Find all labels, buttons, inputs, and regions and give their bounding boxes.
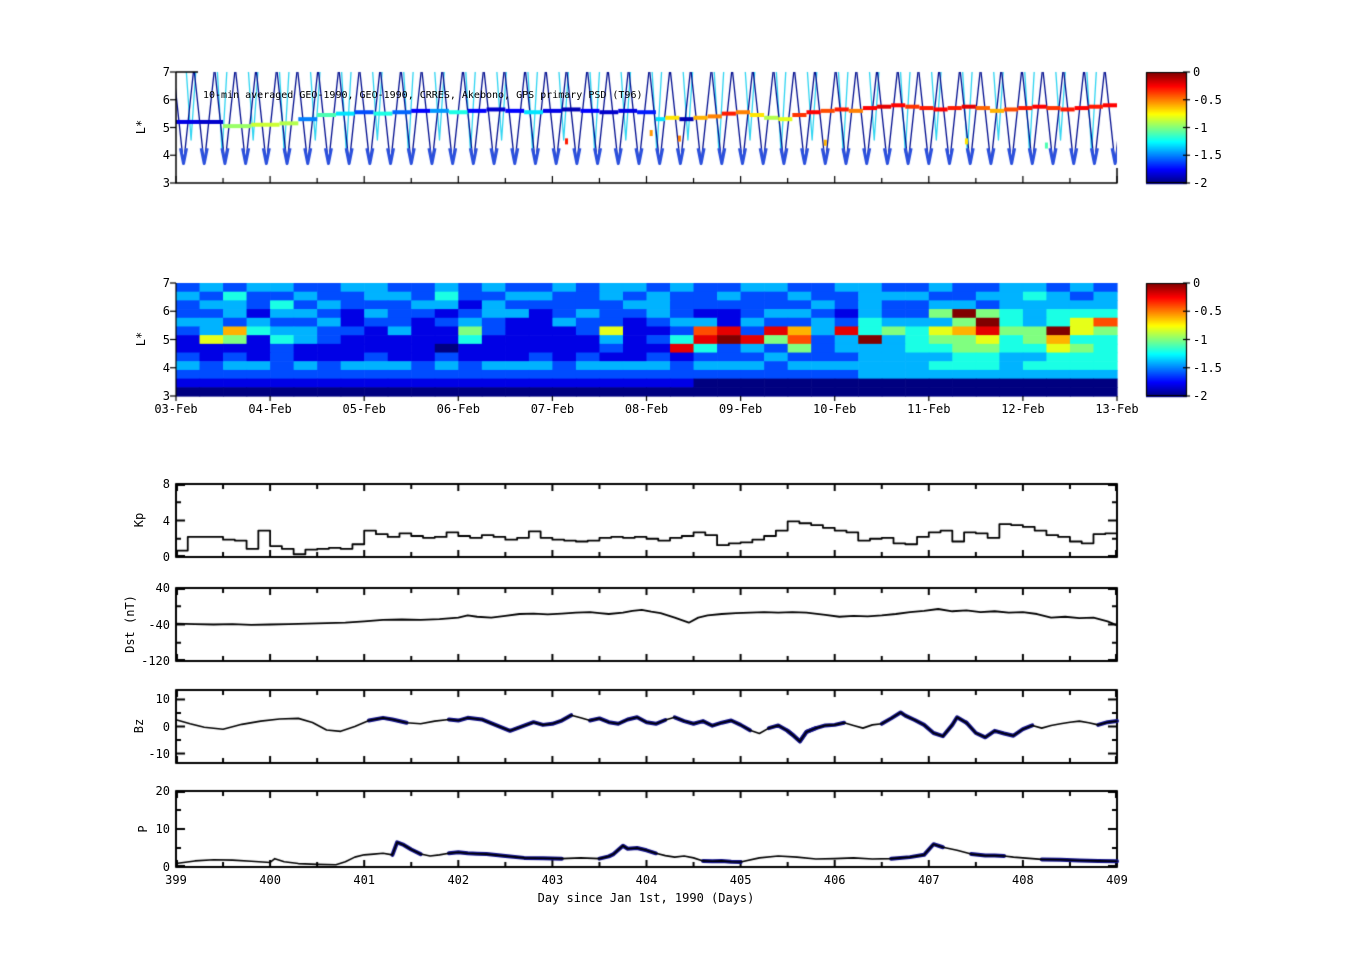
date-tick-label: 10-Feb	[813, 402, 857, 416]
date-tick-label: 03-Feb	[154, 402, 198, 416]
colorbar-tick-label: -2	[1193, 389, 1208, 403]
y-tick-label: 3	[162, 389, 170, 403]
x-tick-label: 407	[917, 873, 940, 887]
x-tick-label: 403	[541, 873, 564, 887]
y-tick-label: -120	[141, 654, 170, 668]
colorbar-tick-label: 0	[1193, 276, 1201, 290]
x-tick-label: 406	[823, 873, 846, 887]
y-tick-label: 40	[155, 581, 170, 595]
y-tick-label: 7	[162, 276, 170, 290]
date-tick-label: 12-Feb	[1001, 402, 1045, 416]
colorbar-tick-label: -1	[1193, 332, 1208, 347]
date-tick-label: 07-Feb	[530, 402, 575, 416]
y-tick-label: 6	[162, 92, 170, 107]
date-tick-label: 05-Feb	[342, 402, 386, 416]
y-tick-label: -40	[148, 617, 170, 632]
y-tick-label: 20	[155, 784, 170, 798]
y-tick-label: 7	[162, 65, 170, 79]
y-tick-label: 10	[155, 692, 170, 707]
date-tick-label: 06-Feb	[436, 402, 480, 416]
y-tick-label: 5	[162, 332, 170, 347]
x-tick-label: 408	[1012, 873, 1034, 887]
colorbar-tick-label: -0.5	[1193, 304, 1222, 319]
colorbar-tick-label: -0.5	[1193, 92, 1222, 107]
y-tick-label: 4	[162, 360, 170, 375]
colorbar-tick-label: -1.5	[1193, 148, 1222, 163]
plot-title: 10-min averaged GEO-1990, GEO-1990, CRRE…	[203, 90, 643, 101]
x-tick-label: 409	[1106, 873, 1128, 887]
date-tick-label: 11-Feb	[907, 402, 951, 416]
x-tick-label: 405	[729, 873, 752, 887]
x-tick-label: 400	[259, 873, 281, 887]
y-tick-label: 4	[162, 148, 170, 163]
colorbar-tick-label: -1.5	[1193, 360, 1222, 375]
x-tick-label: 401	[353, 873, 376, 887]
y-tick-label: 4	[162, 513, 170, 528]
y-tick-label: 0	[162, 860, 170, 874]
y-tick-label: 8	[162, 477, 170, 491]
y-tick-label: 0	[162, 719, 170, 734]
x-tick-label: 404	[635, 873, 658, 887]
y-tick-label: 3	[162, 176, 170, 190]
x-tick-label: 402	[447, 873, 470, 887]
y-tick-label: 5	[162, 120, 170, 135]
colorbar-tick-label: 0	[1193, 65, 1201, 79]
y-tick-label: 0	[162, 550, 170, 564]
colorbar-tick-label: -2	[1193, 176, 1208, 190]
y-tick-label: 6	[162, 304, 170, 319]
colorbar-tick-label: -1	[1193, 120, 1208, 135]
x-axis-label: Day since Jan 1st, 1990 (Days)	[537, 891, 755, 905]
date-tick-label: 08-Feb	[624, 402, 669, 416]
date-tick-label: 04-Feb	[248, 402, 292, 416]
x-tick-label: 399	[165, 873, 187, 887]
date-tick-label: 13-Feb	[1095, 402, 1139, 416]
date-tick-label: 09-Feb	[718, 402, 763, 416]
y-tick-label: 10	[155, 822, 170, 836]
y-tick-label: -10	[148, 746, 170, 761]
